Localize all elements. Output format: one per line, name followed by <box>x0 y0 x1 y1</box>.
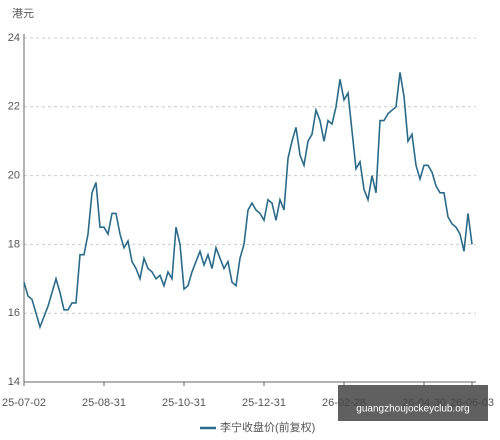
y-tick-label: 20 <box>8 170 20 182</box>
y-tick-label: 18 <box>8 238 20 250</box>
watermark-box <box>338 385 488 421</box>
x-tick-label: 25-08-31 <box>82 397 126 409</box>
legend-label: 李宁收盘价(前复权) <box>220 420 315 434</box>
y-tick-label: 22 <box>8 101 20 113</box>
y-tick-label: 14 <box>8 376 20 388</box>
price-line <box>23 72 473 330</box>
watermark: guangzhoujockeyclub.org <box>356 404 469 415</box>
x-tick-label: 25-07-02 <box>2 397 46 409</box>
x-tick-label: 25-12-31 <box>242 397 286 409</box>
x-tick-label: 25-10-31 <box>162 397 206 409</box>
y-unit: 港元 <box>12 7 34 20</box>
y-tick-label: 16 <box>8 307 20 319</box>
y-tick-label: 24 <box>8 32 20 44</box>
